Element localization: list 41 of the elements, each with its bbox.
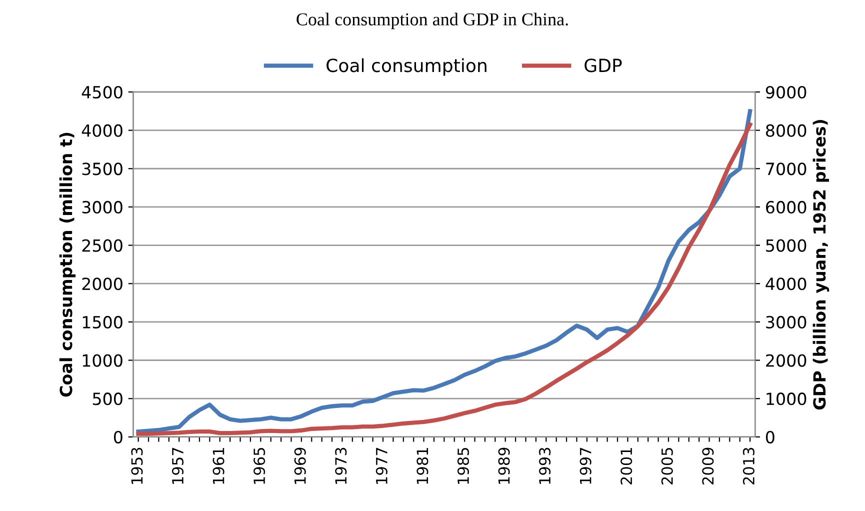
x-tick-label: 1965 (254, 448, 266, 484)
y-tick-label: 2000 (82, 278, 122, 290)
x-tick-label: 1973 (335, 448, 347, 484)
x-tick-label: 1953 (131, 448, 143, 484)
y-axis-title: Coal consumption (million t) (59, 132, 76, 397)
x-tick-label: 2009 (702, 448, 714, 484)
x-tick-label: 1969 (294, 448, 306, 484)
y-tick-label: 4500 (82, 86, 122, 99)
y2-tick-label: 0 (766, 430, 774, 444)
y2-tick-label: 8000 (766, 124, 806, 137)
y2-tick-label: 5000 (766, 239, 806, 252)
y2-tick-label: 2000 (766, 354, 806, 367)
x-tick-label: 1989 (498, 448, 510, 484)
y-tick-label: 1000 (82, 354, 122, 367)
y-tick-label: 3000 (82, 200, 122, 214)
y2-tick-label: 6000 (766, 200, 806, 214)
y2-tick-label: 3000 (766, 316, 806, 328)
x-tick-label: 1957 (172, 448, 184, 484)
y2-tick-label: 7000 (766, 162, 806, 176)
x-tick-label: 1981 (416, 448, 428, 484)
y-tick-label: 3500 (82, 162, 122, 176)
chart-title: Coal consumption and GDP in China. (296, 12, 568, 30)
y-tick-label: 2500 (82, 239, 122, 252)
x-tick-label: 1993 (539, 448, 551, 484)
x-tick-label: 1961 (212, 448, 224, 484)
x-tick-label: 1997 (580, 448, 592, 484)
y2-tick-label: 1000 (766, 392, 806, 406)
y2-axis-title: GDP (billion yuan, 1952 prices) (812, 120, 830, 410)
y-tick-label: 1500 (82, 316, 122, 328)
y-tick-label: 0 (114, 430, 122, 444)
y2-tick-label: 9000 (766, 86, 806, 99)
legend-label: GDP (584, 58, 622, 72)
x-tick-label: 2001 (620, 448, 632, 484)
x-tick-label: 2013 (742, 448, 754, 484)
x-tick-label: 1977 (376, 448, 388, 484)
legend-label: Coal consumption (326, 58, 486, 76)
x-tick-label: 1985 (457, 448, 469, 484)
y2-tick-label: 4000 (766, 278, 806, 290)
x-tick-label: 2005 (661, 448, 673, 484)
y-tick-label: 4000 (82, 124, 122, 137)
y-tick-label: 500 (92, 392, 122, 406)
